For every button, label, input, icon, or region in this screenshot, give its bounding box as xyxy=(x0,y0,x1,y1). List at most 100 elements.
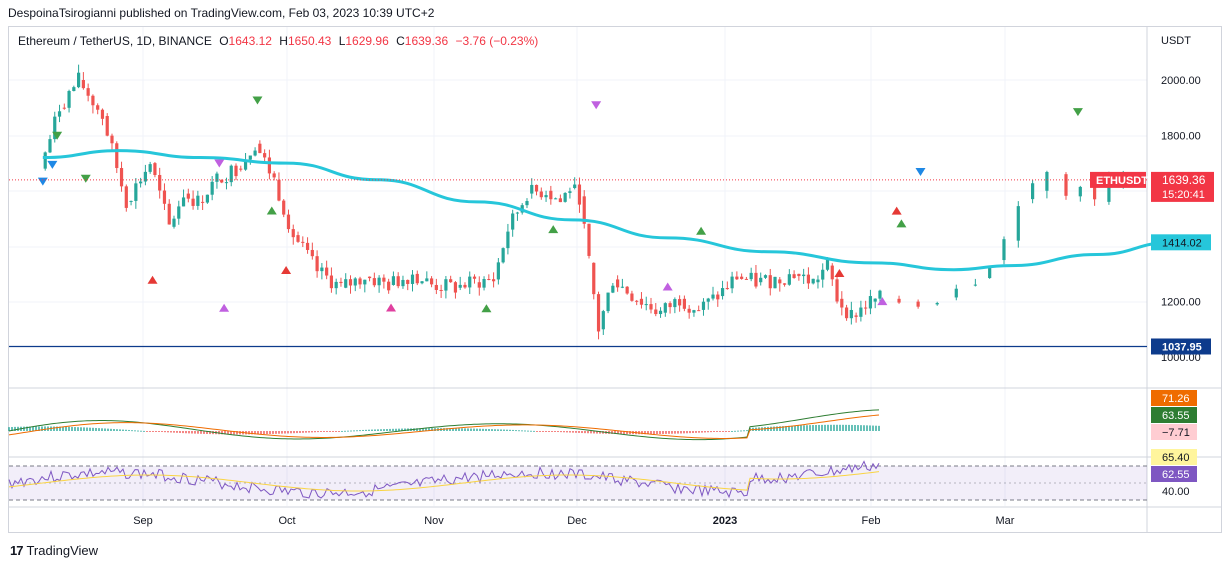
candle-body[interactable] xyxy=(267,157,272,174)
candle-body[interactable] xyxy=(434,284,438,290)
candle-body[interactable] xyxy=(286,214,291,230)
candle-body[interactable] xyxy=(344,279,348,288)
candle-body[interactable] xyxy=(744,278,749,280)
candle-body[interactable] xyxy=(782,283,787,285)
candle-body[interactable] xyxy=(81,80,85,89)
candle-body[interactable] xyxy=(587,223,591,256)
candle-body[interactable] xyxy=(425,278,429,282)
candle-body[interactable] xyxy=(1093,179,1097,200)
candle-body[interactable] xyxy=(539,191,543,198)
candle-body[interactable] xyxy=(868,296,873,309)
candle-body[interactable] xyxy=(339,281,343,284)
candle-body[interactable] xyxy=(491,279,496,282)
candle-body[interactable] xyxy=(320,267,324,272)
candle-body[interactable] xyxy=(348,279,353,286)
candle-body[interactable] xyxy=(549,190,553,200)
candle-body[interactable] xyxy=(57,111,62,117)
candle-body[interactable] xyxy=(630,293,634,301)
candle-body[interactable] xyxy=(501,248,505,263)
candle-body[interactable] xyxy=(673,299,677,308)
candle-body[interactable] xyxy=(458,284,462,288)
candle-body[interactable] xyxy=(544,195,548,198)
candle-body[interactable] xyxy=(215,173,219,182)
candle-body[interactable] xyxy=(139,181,143,184)
candle-body[interactable] xyxy=(305,242,310,250)
candle-body[interactable] xyxy=(401,279,405,287)
candle-body[interactable] xyxy=(358,278,362,285)
candle-body[interactable] xyxy=(363,279,367,285)
candle-body[interactable] xyxy=(205,194,209,203)
candle-body[interactable] xyxy=(282,200,286,215)
candle-body[interactable] xyxy=(787,274,791,285)
candle-body[interactable] xyxy=(534,184,539,192)
candle-body[interactable] xyxy=(444,279,448,291)
candle-body[interactable] xyxy=(315,256,319,272)
candle-body[interactable] xyxy=(72,87,76,91)
candle-body[interactable] xyxy=(472,276,477,279)
candle-body[interactable] xyxy=(687,308,691,313)
candle-body[interactable] xyxy=(1016,206,1020,241)
candle-body[interactable] xyxy=(48,139,52,153)
candle-body[interactable] xyxy=(172,218,176,227)
candle-body[interactable] xyxy=(682,298,686,309)
candle-body[interactable] xyxy=(592,262,596,295)
candle-body[interactable] xyxy=(487,279,491,281)
candle-body[interactable] xyxy=(511,213,515,230)
candle-body[interactable] xyxy=(711,294,715,299)
candle-body[interactable] xyxy=(67,90,71,108)
candle-body[interactable] xyxy=(596,294,601,332)
candle-body[interactable] xyxy=(611,285,615,293)
candle-body[interactable] xyxy=(468,276,472,288)
candle-body[interactable] xyxy=(1078,186,1082,197)
candle-body[interactable] xyxy=(811,278,815,284)
candle-body[interactable] xyxy=(663,303,667,313)
candle-body[interactable] xyxy=(263,153,267,158)
candle-body[interactable] xyxy=(701,301,706,310)
candle-body[interactable] xyxy=(372,278,376,286)
candle-body[interactable] xyxy=(325,267,329,276)
candle-body[interactable] xyxy=(201,201,205,203)
candle-body[interactable] xyxy=(720,288,725,297)
candle-body[interactable] xyxy=(153,163,157,175)
candle-body[interactable] xyxy=(854,315,858,317)
candle-body[interactable] xyxy=(577,184,582,205)
candle-body[interactable] xyxy=(291,229,295,238)
candle-body[interactable] xyxy=(768,275,772,289)
candle-body[interactable] xyxy=(568,191,572,193)
candle-body[interactable] xyxy=(129,200,133,202)
candle-body[interactable] xyxy=(635,300,639,302)
candle-body[interactable] xyxy=(658,310,663,315)
candle-body[interactable] xyxy=(167,203,171,225)
candle-body[interactable] xyxy=(224,182,229,184)
candle-body[interactable] xyxy=(830,265,834,280)
candle-body[interactable] xyxy=(816,279,820,283)
candle-body[interactable] xyxy=(382,277,386,282)
candle-body[interactable] xyxy=(334,281,338,289)
candle-body[interactable] xyxy=(1031,183,1035,200)
candle-body[interactable] xyxy=(735,276,739,280)
candle-body[interactable] xyxy=(406,279,410,284)
candle-body[interactable] xyxy=(248,155,252,160)
candle-body[interactable] xyxy=(844,307,849,319)
candle-body[interactable] xyxy=(797,273,801,277)
candle-body[interactable] xyxy=(148,164,152,172)
candle-body[interactable] xyxy=(678,299,682,306)
candle-body[interactable] xyxy=(496,262,500,280)
candle-body[interactable] xyxy=(840,298,844,308)
candle-body[interactable] xyxy=(387,281,391,291)
candle-body[interactable] xyxy=(105,116,109,136)
candle-body[interactable] xyxy=(973,284,977,286)
candle-body[interactable] xyxy=(100,109,105,119)
candle-body[interactable] xyxy=(1002,239,1006,261)
candle-body[interactable] xyxy=(821,269,825,280)
candle-body[interactable] xyxy=(482,279,486,288)
candle-body[interactable] xyxy=(415,273,419,284)
candle-body[interactable] xyxy=(859,307,863,317)
candle-body[interactable] xyxy=(124,186,128,208)
candle-body[interactable] xyxy=(825,259,830,270)
candle-body[interactable] xyxy=(220,179,224,183)
candle-body[interactable] xyxy=(763,275,768,278)
candle-body[interactable] xyxy=(740,276,744,279)
candle-body[interactable] xyxy=(639,298,644,305)
